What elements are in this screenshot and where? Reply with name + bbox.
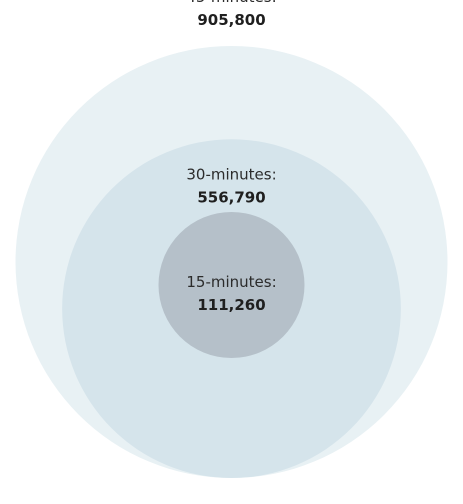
circle-label-inner: 15-minutes: (186, 273, 276, 291)
circle-inner (158, 212, 305, 358)
circle-label-middle: 30-minutes: (186, 165, 276, 183)
circle-value-outer: 905,800 (197, 11, 265, 29)
circle-label-outer: 45-minutes: (186, 0, 276, 6)
circles-group (15, 46, 448, 479)
circle-value-inner: 111,260 (197, 296, 265, 314)
circle-value-middle: 556,790 (197, 188, 265, 206)
labels-group: 45-minutes: 905,800 30-minutes: 556,790 15-m… (186, 0, 276, 314)
